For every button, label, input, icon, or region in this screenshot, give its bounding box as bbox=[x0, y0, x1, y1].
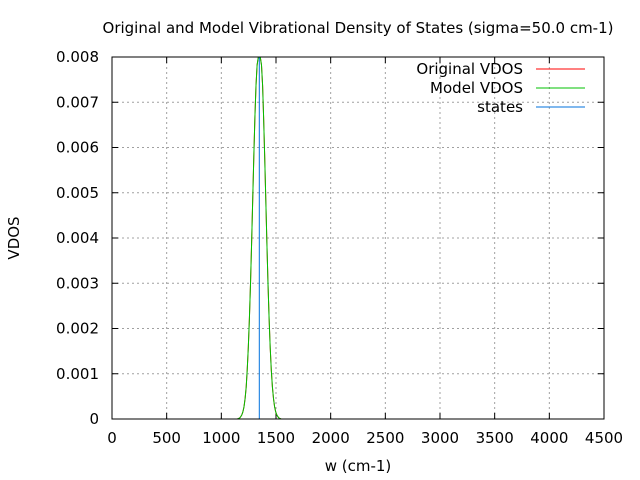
x-tick-label: 3500 bbox=[476, 429, 514, 447]
y-tick-label: 0.001 bbox=[56, 365, 99, 383]
y-axis-label: VDOS bbox=[5, 216, 23, 259]
y-tick-label: 0.002 bbox=[56, 320, 99, 338]
y-tick-label: 0.007 bbox=[56, 93, 99, 111]
y-tick-label: 0.003 bbox=[56, 274, 99, 292]
x-tick-label: 1500 bbox=[257, 429, 295, 447]
x-tick-label: 4500 bbox=[585, 429, 623, 447]
x-tick-label: 4000 bbox=[530, 429, 568, 447]
x-tick-label: 2000 bbox=[312, 429, 350, 447]
legend-label-model-vdos: Model VDOS bbox=[430, 79, 523, 97]
y-tick-label: 0.005 bbox=[56, 184, 99, 202]
y-tick-label: 0.004 bbox=[56, 229, 99, 247]
y-tick-label: 0.008 bbox=[56, 48, 99, 66]
chart-title: Original and Model Vibrational Density o… bbox=[103, 19, 614, 37]
legend-label-original-vdos: Original VDOS bbox=[416, 60, 523, 78]
y-tick-label: 0 bbox=[89, 410, 99, 428]
x-tick-label: 500 bbox=[152, 429, 181, 447]
y-tick-label: 0.006 bbox=[56, 139, 99, 157]
legend-label-states: states bbox=[477, 98, 523, 116]
plot-frame bbox=[111, 56, 605, 420]
x-tick-label: 1000 bbox=[202, 429, 240, 447]
x-tick-label: 0 bbox=[107, 429, 117, 447]
x-tick-label: 3000 bbox=[421, 429, 459, 447]
x-axis-label: w (cm-1) bbox=[325, 457, 392, 475]
x-tick-label: 2500 bbox=[366, 429, 404, 447]
